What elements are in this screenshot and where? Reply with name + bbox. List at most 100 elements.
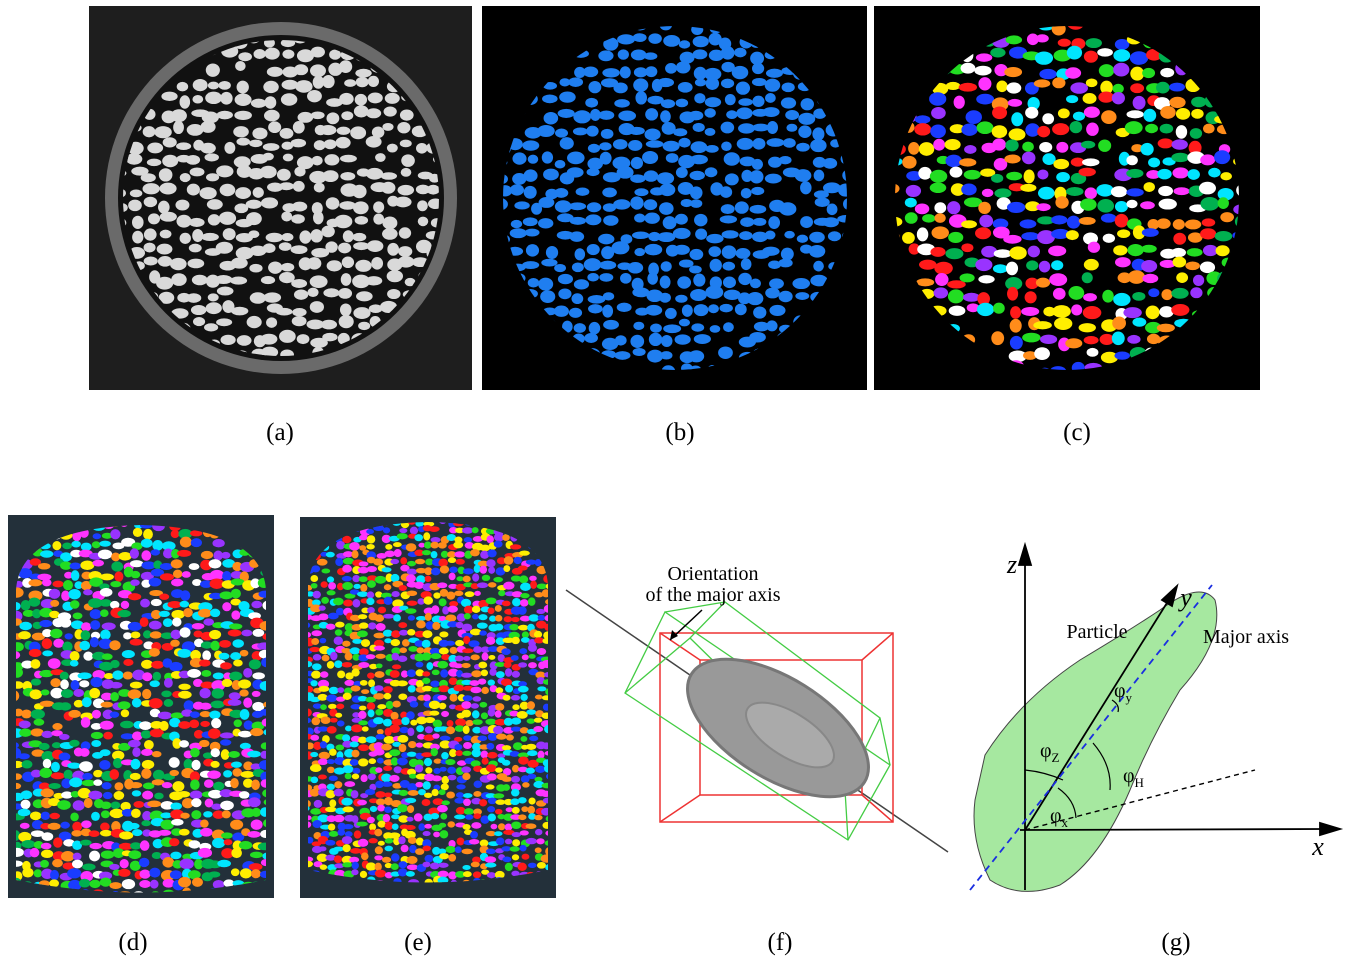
grain <box>221 552 230 559</box>
grain <box>1132 318 1146 327</box>
grain <box>385 846 393 852</box>
grain <box>191 903 205 911</box>
grain <box>1143 109 1156 122</box>
grain <box>571 293 583 304</box>
grain <box>169 770 178 776</box>
grain <box>1097 48 1113 57</box>
grain <box>1020 219 1037 228</box>
grain <box>21 709 32 718</box>
grain <box>479 630 487 635</box>
grain <box>588 81 601 93</box>
grain <box>138 897 152 907</box>
grain <box>975 258 992 271</box>
grain <box>292 316 307 326</box>
grain <box>176 142 191 150</box>
grain <box>588 144 600 153</box>
grain <box>1133 96 1146 110</box>
grain <box>695 229 707 240</box>
grain <box>408 741 417 748</box>
grain <box>1140 201 1155 209</box>
grain <box>424 758 432 766</box>
grain <box>239 841 252 849</box>
grain <box>329 687 339 694</box>
grain <box>102 653 113 660</box>
grain <box>407 561 416 566</box>
grain <box>382 228 398 240</box>
grain <box>422 653 432 661</box>
grain <box>813 261 824 272</box>
grain <box>384 584 392 590</box>
grain <box>422 671 430 676</box>
grain <box>448 557 456 563</box>
grain <box>190 711 200 718</box>
grain <box>1201 197 1220 211</box>
grain <box>321 320 337 330</box>
grain <box>178 684 190 690</box>
grain <box>439 823 446 828</box>
grain <box>1113 49 1130 61</box>
grain <box>21 840 35 848</box>
grain <box>171 610 184 619</box>
grain <box>537 125 554 137</box>
grain <box>341 798 352 806</box>
grain <box>171 559 183 568</box>
grain <box>718 346 733 359</box>
grain <box>191 538 202 547</box>
grain <box>374 671 384 678</box>
grain <box>366 136 382 148</box>
grain <box>430 680 439 687</box>
grain <box>343 230 354 242</box>
grain <box>568 77 583 87</box>
grain <box>474 565 481 573</box>
grain <box>474 591 481 596</box>
grain <box>433 798 444 805</box>
grain <box>961 63 976 74</box>
grain <box>70 563 81 570</box>
grain <box>482 575 490 581</box>
grain <box>472 710 480 718</box>
grain <box>310 808 321 815</box>
grain <box>359 535 368 541</box>
grain <box>462 648 473 653</box>
grain <box>342 765 353 773</box>
grain <box>518 662 527 667</box>
grain <box>173 570 183 578</box>
grain <box>159 183 176 195</box>
grain <box>150 880 159 889</box>
grain <box>513 742 523 750</box>
grain <box>141 768 151 779</box>
grain <box>587 273 599 281</box>
grain <box>722 230 739 238</box>
grain <box>454 591 463 596</box>
grain <box>462 751 472 756</box>
grain <box>461 673 472 678</box>
grain <box>248 230 259 238</box>
grain <box>529 736 538 742</box>
grain <box>230 820 243 830</box>
grain <box>173 121 184 134</box>
grain <box>488 708 496 716</box>
grain <box>1010 336 1023 350</box>
grain <box>750 52 764 65</box>
grain <box>961 124 977 136</box>
grain <box>529 576 537 581</box>
grain <box>677 276 691 288</box>
grain <box>423 532 430 540</box>
grain <box>339 60 352 73</box>
grain <box>798 125 811 138</box>
grain <box>351 750 359 758</box>
grain <box>130 190 143 198</box>
grain <box>208 871 220 877</box>
grain <box>150 680 160 687</box>
grain <box>322 75 334 88</box>
grain <box>324 139 337 149</box>
grain <box>132 698 142 708</box>
grain <box>693 36 709 47</box>
grain <box>554 188 568 198</box>
grain <box>243 668 252 678</box>
grain <box>950 167 963 178</box>
grain <box>129 782 142 788</box>
grain <box>34 869 42 877</box>
grain <box>211 700 225 708</box>
grain <box>1193 275 1204 286</box>
